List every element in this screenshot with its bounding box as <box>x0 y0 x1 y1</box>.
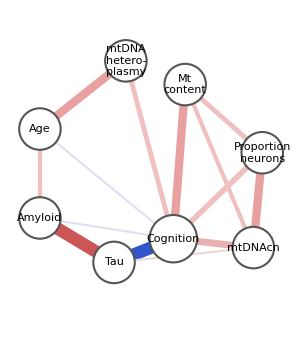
Circle shape <box>19 197 61 239</box>
Circle shape <box>242 132 283 174</box>
Text: Amyloid: Amyloid <box>17 213 63 223</box>
Circle shape <box>19 108 61 150</box>
Circle shape <box>150 215 197 262</box>
Circle shape <box>232 227 274 268</box>
Text: mtDNA
hetero-
plasmy: mtDNA hetero- plasmy <box>106 44 146 77</box>
Circle shape <box>164 64 206 105</box>
Text: mtDNAcn: mtDNAcn <box>227 243 280 253</box>
Text: Mt
content: Mt content <box>164 74 207 95</box>
Circle shape <box>93 242 135 283</box>
Text: Age: Age <box>29 124 51 134</box>
Circle shape <box>105 40 147 82</box>
Text: Tau: Tau <box>105 257 124 268</box>
Text: Cognition: Cognition <box>147 234 200 244</box>
Text: Proportion
neurons: Proportion neurons <box>234 142 291 163</box>
